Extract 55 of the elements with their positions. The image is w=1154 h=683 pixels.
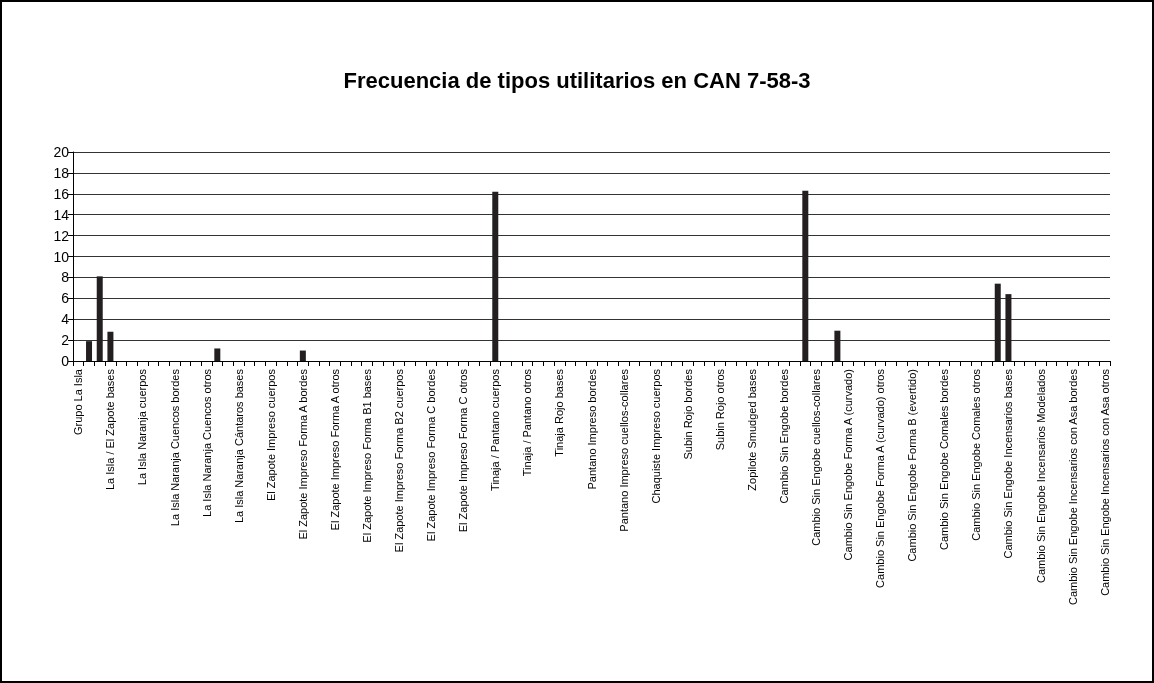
x-tick-label: Subin Rojo otros (713, 368, 726, 451)
x-tick-label: Cambio Sin Engobe Comales bordes (938, 368, 951, 550)
x-tick-label: La Isla Naranja Cántaros bases (232, 368, 245, 524)
y-tick-label: 18 (53, 164, 70, 181)
y-tick-label: 16 (53, 185, 70, 202)
x-tick-label: La Isla Naranja cuerpos (136, 368, 149, 486)
x-tick-label: Tinaja / Pantano cuerpos (489, 368, 502, 491)
y-tick-label: 2 (61, 332, 70, 349)
x-tick-label: Cambio Sin Engobe Incensarios bases (1002, 368, 1015, 559)
x-tick-label: Zopilote Smudged bases (745, 368, 758, 491)
x-tick-label: El Zapote Impreso Forma B1 bases (360, 368, 373, 543)
x-tick-label: Pantano Impreso cuellos-collares (617, 368, 630, 532)
x-tick-label: Cambio Sin Engobe bordes (777, 368, 790, 504)
bar (214, 348, 221, 361)
x-tick-label: Cambio Sin Engobe cuellos-collares (810, 368, 823, 546)
chart-title: Frecuencia de tipos utilitarios en CAN 7-58-3 (343, 67, 811, 93)
x-tick-label: El Zapote Impreso Forma C bordes (425, 368, 438, 542)
y-tick-label: 10 (53, 248, 70, 265)
x-tick-label: El Zapote Impreso Forma B2 cuerpos (393, 368, 406, 553)
y-tick-label: 8 (61, 269, 70, 286)
x-tick-label: El Zapote Impreso Forma A bordes (296, 368, 309, 540)
bar (492, 191, 499, 361)
y-tick-label: 4 (61, 311, 70, 328)
x-tick-label: Cambio Sin Engobe Incensarios con Asa otros (1098, 368, 1111, 596)
x-tick-label: Cambio Sin Engobe Incensarios Modelados (1034, 368, 1047, 584)
x-tick-label: Grupo La Isla (72, 368, 85, 436)
bar (107, 331, 114, 361)
bar (96, 276, 103, 361)
x-tick-label: El Zapote Impreso cuerpos (264, 368, 277, 502)
x-tick-label: El Zapote Impreso Forma C otros (457, 368, 470, 533)
x-tick-label: Cambio Sin Engobe Forma A (curvado) (842, 369, 855, 561)
bar (86, 341, 93, 361)
bar (1005, 294, 1012, 361)
x-tick-label: La Isla Naranja Cuencos bordes (168, 368, 181, 527)
x-tick-label: La Isla Naranja Cuencos otros (200, 368, 213, 517)
x-tick-label: Tinaja Rojo bases (553, 368, 566, 457)
y-tick-label: 6 (61, 290, 70, 307)
x-tick-label: Cambio Sin Engobe Forma B (evertido) (906, 369, 919, 562)
y-tick-label: 0 (61, 353, 70, 369)
y-tick-label: 20 (53, 144, 70, 160)
x-tick-label: Pantano Impreso bordes (585, 368, 598, 490)
bar (299, 350, 306, 361)
bar (994, 283, 1001, 361)
x-tick-label: El Zapote Impreso Forma A otros (328, 368, 341, 531)
x-tick-label: Subin Rojo bordes (681, 368, 694, 460)
bar (802, 190, 809, 361)
x-tick-label: Tinaja / Pantano otros (521, 368, 534, 477)
y-tick-label: 14 (53, 206, 70, 223)
x-tick-label: Cambio Sin Engobe Forma A (curvado) otros (874, 368, 887, 588)
y-tick-label: 12 (53, 227, 70, 244)
x-tick-label: Cambio Sin Engobe Incensarios con Asa bordes (1066, 368, 1079, 606)
x-tick-label: Chaquiste Impreso cuerpos (649, 368, 662, 504)
bar (834, 330, 841, 361)
x-tick-label: Cambio Sin Engobe Comales otros (970, 368, 983, 541)
x-tick-label: La Isla / El Zapote bases (104, 368, 117, 491)
